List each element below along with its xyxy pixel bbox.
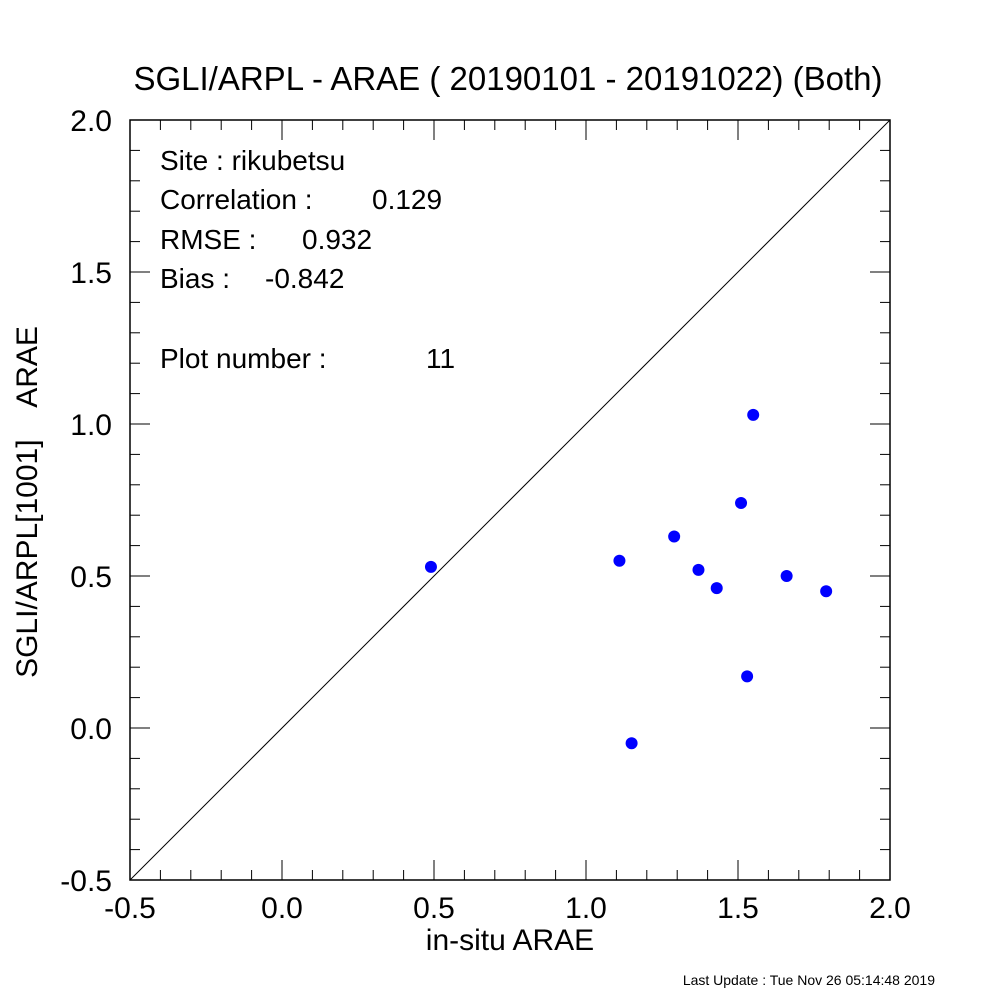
y-axis-label: SGLI/ARPL[1001] ARAE [11, 326, 44, 678]
y-tick-label: 0.5 [70, 561, 112, 594]
data-point [735, 497, 748, 510]
y-tick-labels: -0.5 0.0 0.5 1.0 1.5 2.0 [60, 105, 112, 898]
plot-number-label: Plot number : [160, 343, 327, 374]
stats-annotation: Site : rikubetsu Correlation : 0.129 RMS… [160, 145, 455, 374]
data-point [668, 530, 681, 543]
x-tick-label: 1.5 [717, 892, 759, 925]
bias-value: -0.842 [265, 263, 344, 294]
one-to-one-line [129, 119, 891, 881]
x-tick-labels: -0.5 0.0 0.5 1.0 1.5 2.0 [104, 892, 911, 925]
x-tick-label: 0.5 [413, 892, 455, 925]
data-point [741, 670, 754, 683]
x-tick-label: -0.5 [104, 892, 156, 925]
rmse-label: RMSE : [160, 224, 256, 255]
x-tick-label: 0.0 [261, 892, 303, 925]
chart-title: SGLI/ARPL - ARAE ( 20190101 - 20191022) … [133, 60, 882, 97]
site-text: Site : rikubetsu [160, 145, 345, 176]
y-tick-label: 1.0 [70, 409, 112, 442]
bias-label: Bias : [160, 263, 230, 294]
data-point [710, 582, 723, 595]
plot-axes: -0.5 0.0 0.5 1.0 1.5 2.0 -0.5 0.0 0.5 1.0 1.5 2.0 [60, 105, 911, 925]
correlation-value: 0.129 [372, 184, 442, 215]
last-update-text: Last Update : Tue Nov 26 05:14:48 2019 [683, 972, 935, 988]
y-tick-label: 0.0 [70, 713, 112, 746]
data-point [780, 570, 793, 582]
plot-number-value: 11 [426, 343, 455, 374]
x-tick-label: 1.0 [565, 892, 607, 925]
x-axis-label: in-situ ARAE [426, 924, 594, 957]
y-tick-label: 1.5 [70, 257, 112, 290]
data-point [747, 408, 760, 421]
correlation-label: Correlation : [160, 184, 313, 215]
y-tick-label: -0.5 [60, 865, 112, 898]
data-point [625, 737, 638, 750]
data-point [613, 554, 626, 567]
x-tick-label: 2.0 [869, 892, 911, 925]
y-tick-label: 2.0 [70, 105, 112, 138]
scatter-points [424, 408, 833, 750]
data-point [424, 560, 437, 573]
rmse-value: 0.932 [302, 224, 372, 255]
data-point [820, 585, 833, 598]
data-point [692, 563, 705, 576]
minor-ticks [129, 119, 891, 881]
plot-frame [129, 119, 891, 881]
